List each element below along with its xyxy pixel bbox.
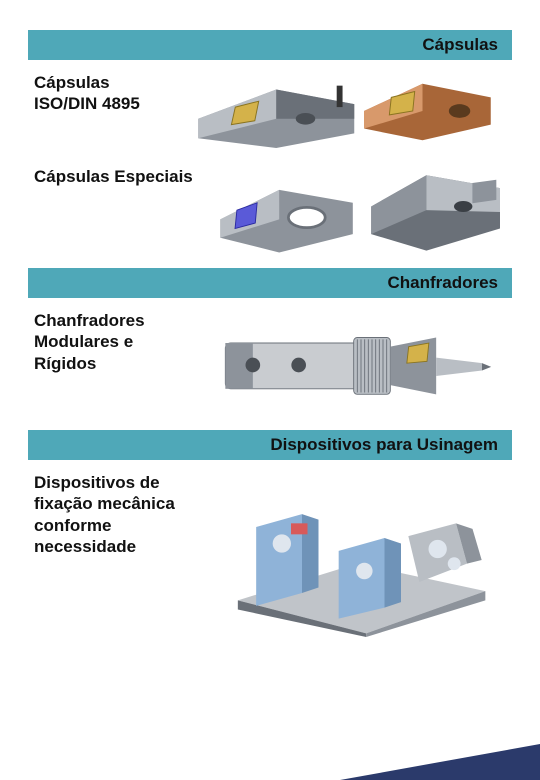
item-row-chanfradores-mod: ChanfradoresModulares eRígidos [28, 304, 512, 430]
chanfrador-art [179, 310, 510, 420]
item-row-capsulas-iso: CápsulasISO/DIN 4895 [28, 66, 512, 160]
section-title: Chanfradores [387, 273, 498, 293]
capsulas-iso-art [179, 72, 510, 150]
capsulas-esp-art [214, 166, 510, 258]
item-illustration [214, 166, 510, 258]
section-title: Cápsulas [422, 35, 498, 55]
corner-accent [340, 744, 540, 780]
section-header-chanfradores: Chanfradores [28, 268, 512, 298]
dispositivo-art [204, 472, 510, 637]
item-label: Dispositivos defixação mecânicaconformen… [34, 472, 194, 557]
item-illustration [204, 472, 510, 637]
item-label: CápsulasISO/DIN 4895 [34, 72, 169, 115]
item-illustration [179, 72, 510, 150]
product-catalog-page: Cápsulas CápsulasISO/DIN 4895 Cápsulas Es… [0, 0, 540, 647]
section-title: Dispositivos para Usinagem [270, 435, 498, 455]
item-row-capsulas-esp: Cápsulas Especiais [28, 160, 512, 268]
item-row-dispositivos-fix: Dispositivos defixação mecânicaconformen… [28, 466, 512, 647]
item-label: ChanfradoresModulares eRígidos [34, 310, 169, 374]
item-illustration [179, 310, 510, 420]
section-header-capsulas: Cápsulas [28, 30, 512, 60]
item-label: Cápsulas Especiais [34, 166, 204, 187]
section-header-dispositivos: Dispositivos para Usinagem [28, 430, 512, 460]
